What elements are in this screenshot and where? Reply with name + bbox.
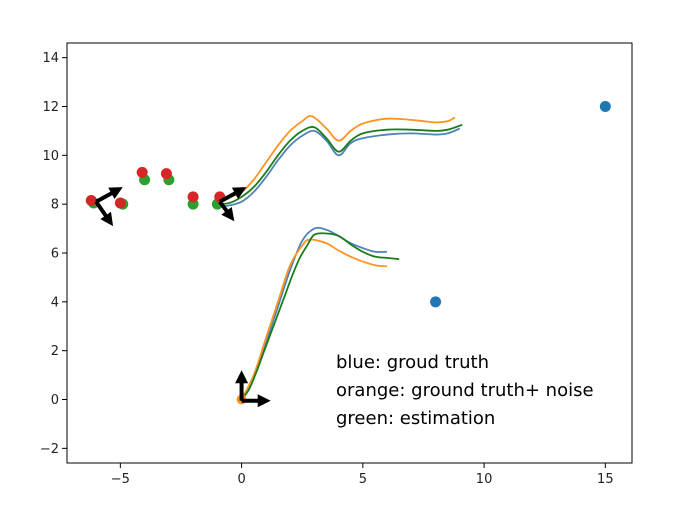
y-tick-label-5: 8 (51, 198, 59, 213)
x-tick-label-0: −5 (111, 472, 130, 487)
series-line-blue-3 (240, 226, 388, 400)
pose-arrows (94, 187, 271, 408)
point-red-0 (85, 195, 97, 206)
y-tick-label-1: 0 (51, 393, 59, 408)
series-line-green-5 (240, 232, 400, 401)
pose-arrow-0 (95, 187, 123, 204)
y-tick-label-4: 6 (51, 247, 59, 262)
x-axis: −5 0 5 10 15 (111, 463, 614, 487)
point-red-4 (187, 191, 199, 203)
pose-arrow-1 (94, 200, 114, 227)
point-scatter_blue-0 (599, 100, 611, 112)
pose-arrow-2 (218, 187, 247, 204)
point-scatter_blue-1 (430, 296, 442, 308)
x-tick-label-4: 15 (597, 472, 614, 487)
y-tick-label-7: 12 (42, 100, 59, 115)
annotation-blue: blue: groud truth (336, 352, 489, 373)
y-tick-label-6: 10 (42, 149, 59, 164)
annotation-orange: orange: ground truth+ noise (336, 380, 594, 401)
x-tick-label-1: 0 (237, 472, 245, 487)
series-line-orange-4 (240, 238, 388, 400)
series-lines (217, 115, 463, 401)
y-tick-label-8: 14 (42, 51, 59, 66)
x-tick-label-3: 10 (476, 472, 493, 487)
point-red-2 (136, 166, 148, 178)
annotation-green: green: estimation (336, 408, 495, 429)
y-tick-label-3: 4 (51, 295, 59, 310)
series-line-orange-1 (217, 115, 456, 201)
pose-arrow-5 (235, 370, 249, 401)
annotation-block: blue: groud truth orange: ground truth+ … (336, 352, 594, 429)
scatter-points (85, 100, 611, 405)
y-tick-label-2: 2 (51, 344, 59, 359)
series-line-blue-0 (217, 127, 461, 208)
pose-arrow-3 (218, 200, 235, 222)
point-red-3 (160, 168, 172, 180)
y-axis: −2 0 2 4 6 8 10 12 14 (40, 51, 67, 457)
y-tick-label-0: −2 (40, 442, 59, 457)
x-tick-label-2: 5 (359, 472, 367, 487)
point-red-1 (114, 197, 126, 209)
series-line-green-2 (217, 123, 463, 206)
pose-arrow-4 (241, 394, 271, 408)
